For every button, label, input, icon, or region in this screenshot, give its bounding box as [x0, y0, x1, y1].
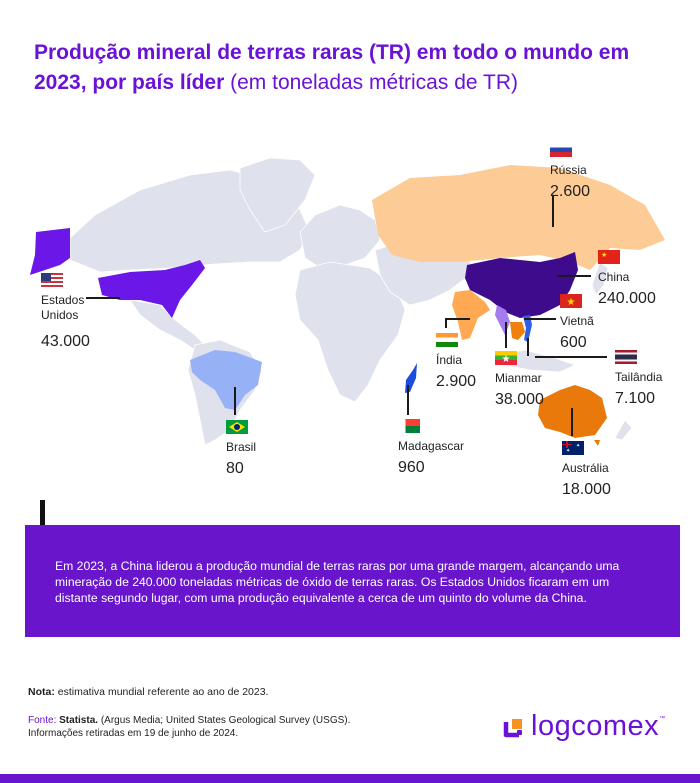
title-subtitle: (em toneladas métricas de TR)	[230, 71, 518, 94]
label-australia: ✦ ✦ Austrália 18.000	[562, 441, 611, 501]
madagascar-value: 960	[398, 459, 425, 476]
thailand-shape	[510, 322, 525, 340]
brazil-shape	[190, 350, 262, 410]
india-leader-line-v	[445, 318, 447, 328]
brazil-value: 80	[226, 460, 244, 477]
australia-shape	[538, 385, 607, 438]
label-russia: Rússia 2.600	[550, 143, 590, 203]
thailand-leader-line-h	[535, 356, 607, 358]
vietnam-value: 600	[560, 334, 587, 351]
china-flag-icon: ★	[598, 250, 620, 264]
alaska-shape	[30, 228, 70, 275]
china-value: 240.000	[598, 290, 656, 307]
summary-text: Em 2023, a China liderou a produção mund…	[55, 559, 620, 605]
bottom-brand-bar	[0, 774, 700, 783]
usa-shape	[98, 260, 205, 318]
thailand-leader-line-d	[527, 338, 529, 356]
russia-leader-line	[552, 195, 554, 227]
label-usa: Estados Unidos 43.000	[41, 273, 90, 353]
source-citation: Fonte: Statista. (Argus Media; United St…	[28, 715, 351, 739]
label-madagascar: Madagascar 960	[398, 419, 464, 479]
india-shape	[452, 290, 490, 340]
australia-leader-line	[571, 408, 573, 436]
russia-flag-icon	[550, 143, 572, 157]
usa-value: 43.000	[41, 333, 90, 350]
logo-trademark: ™	[659, 716, 666, 722]
madagascar-flag-icon	[398, 419, 420, 433]
label-brazil: Brasil 80	[226, 420, 256, 480]
title-bold: Produção mineral de terras raras (TR) em…	[34, 41, 630, 94]
logcomex-logo: logcomex ™	[503, 710, 665, 743]
label-thailand: Tailândia 7.100	[615, 350, 662, 410]
page-title: Produção mineral de terras raras (TR) em…	[34, 38, 674, 98]
russia-value: 2.600	[550, 183, 591, 200]
vietnam-leader-line	[524, 318, 556, 320]
usa-leader-line	[86, 297, 120, 299]
usa-flag-icon	[41, 273, 63, 287]
russia-shape	[372, 165, 665, 270]
australia-flag-icon: ✦ ✦	[562, 441, 584, 455]
brazil-leader-line	[234, 387, 236, 415]
india-leader-line-h	[445, 318, 470, 320]
label-china: ★ China 240.000	[598, 250, 656, 310]
label-india: Índia 2.900	[436, 333, 476, 393]
brazil-flag-icon	[226, 420, 248, 434]
footnote: Nota: estimativa mundial referente ao an…	[28, 686, 269, 698]
world-map	[30, 157, 665, 446]
vietnam-flag-icon: ★	[560, 294, 582, 308]
logo-wordmark: logcomex	[531, 710, 660, 742]
label-vietnam: ★ Vietnã 600	[560, 294, 594, 354]
china-shape	[465, 252, 578, 318]
australia-value: 18.000	[562, 481, 611, 498]
vietnam-shape	[523, 315, 532, 342]
thailand-flag-icon	[615, 350, 637, 364]
china-leader-line	[557, 275, 591, 277]
summary-box: Em 2023, a China liderou a produção mund…	[25, 525, 680, 637]
label-myanmar: ★ Mianmar 38.000	[495, 351, 544, 411]
india-value: 2.900	[436, 373, 477, 390]
india-flag-icon	[436, 333, 458, 347]
myanmar-value: 38.000	[495, 391, 544, 408]
myanmar-flag-icon: ★	[495, 351, 517, 365]
logcomex-logo-icon	[503, 718, 522, 737]
myanmar-leader-line	[505, 322, 507, 348]
thailand-value: 7.100	[615, 390, 656, 407]
madagascar-leader-line	[407, 385, 409, 415]
